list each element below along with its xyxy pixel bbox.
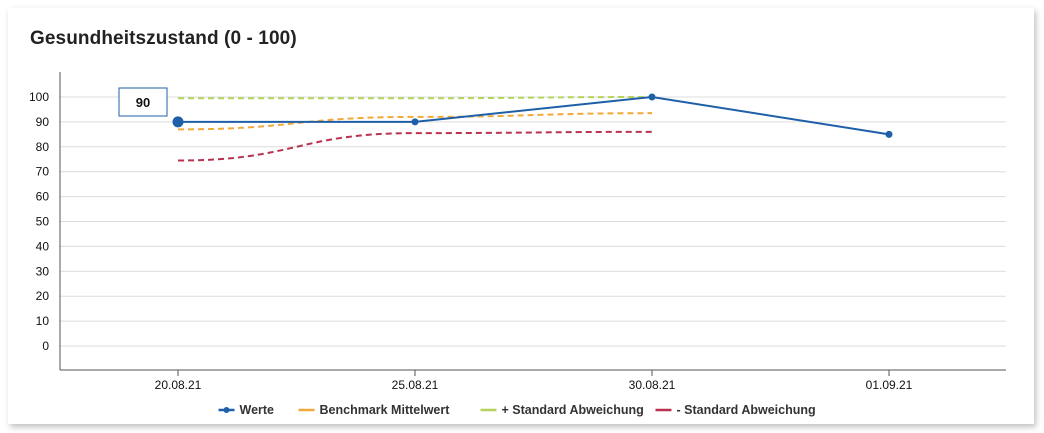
- y-tick-label: 60: [36, 190, 50, 204]
- y-tick-label: 100: [29, 90, 49, 104]
- x-tick-label: 01.09.21: [866, 378, 913, 392]
- y-tick-label: 90: [36, 115, 50, 129]
- tooltip-label: 90: [136, 95, 150, 110]
- y-tick-label: 20: [36, 289, 50, 303]
- legend-item-label[interactable]: Werte: [240, 403, 275, 417]
- x-tick-label: 20.08.21: [155, 378, 202, 392]
- chart-card: Gesundheitszustand (0 - 100): [8, 8, 1034, 424]
- legend-marker: [223, 407, 230, 413]
- y-tick-label: 50: [36, 215, 50, 229]
- x-tick-label: 25.08.21: [392, 378, 439, 392]
- legend-item-label[interactable]: + Standard Abweichung: [502, 403, 644, 417]
- y-tick-label: 40: [36, 239, 50, 253]
- series-line-0: [178, 95, 890, 136]
- data-point[interactable]: [172, 116, 184, 128]
- series-line-1: [177, 112, 653, 131]
- tooltip-box: [118, 87, 168, 117]
- series-line-3: [177, 130, 653, 162]
- data-point[interactable]: [648, 93, 656, 101]
- series-line-2: [177, 96, 653, 100]
- y-tick-label: 80: [36, 140, 50, 154]
- y-tick-label: 30: [36, 264, 50, 278]
- legend-item-label[interactable]: - Standard Abweichung: [677, 403, 816, 417]
- y-tick-label: 10: [36, 314, 50, 328]
- data-point[interactable]: [885, 130, 893, 138]
- y-tick-label: 0: [42, 339, 49, 353]
- y-tick-label: 70: [36, 165, 50, 179]
- x-tick-label: 30.08.21: [629, 378, 676, 392]
- chart-title: Gesundheitszustand (0 - 100): [30, 28, 297, 49]
- data-point[interactable]: [411, 118, 419, 126]
- legend-item-label[interactable]: Benchmark Mittelwert: [320, 403, 451, 417]
